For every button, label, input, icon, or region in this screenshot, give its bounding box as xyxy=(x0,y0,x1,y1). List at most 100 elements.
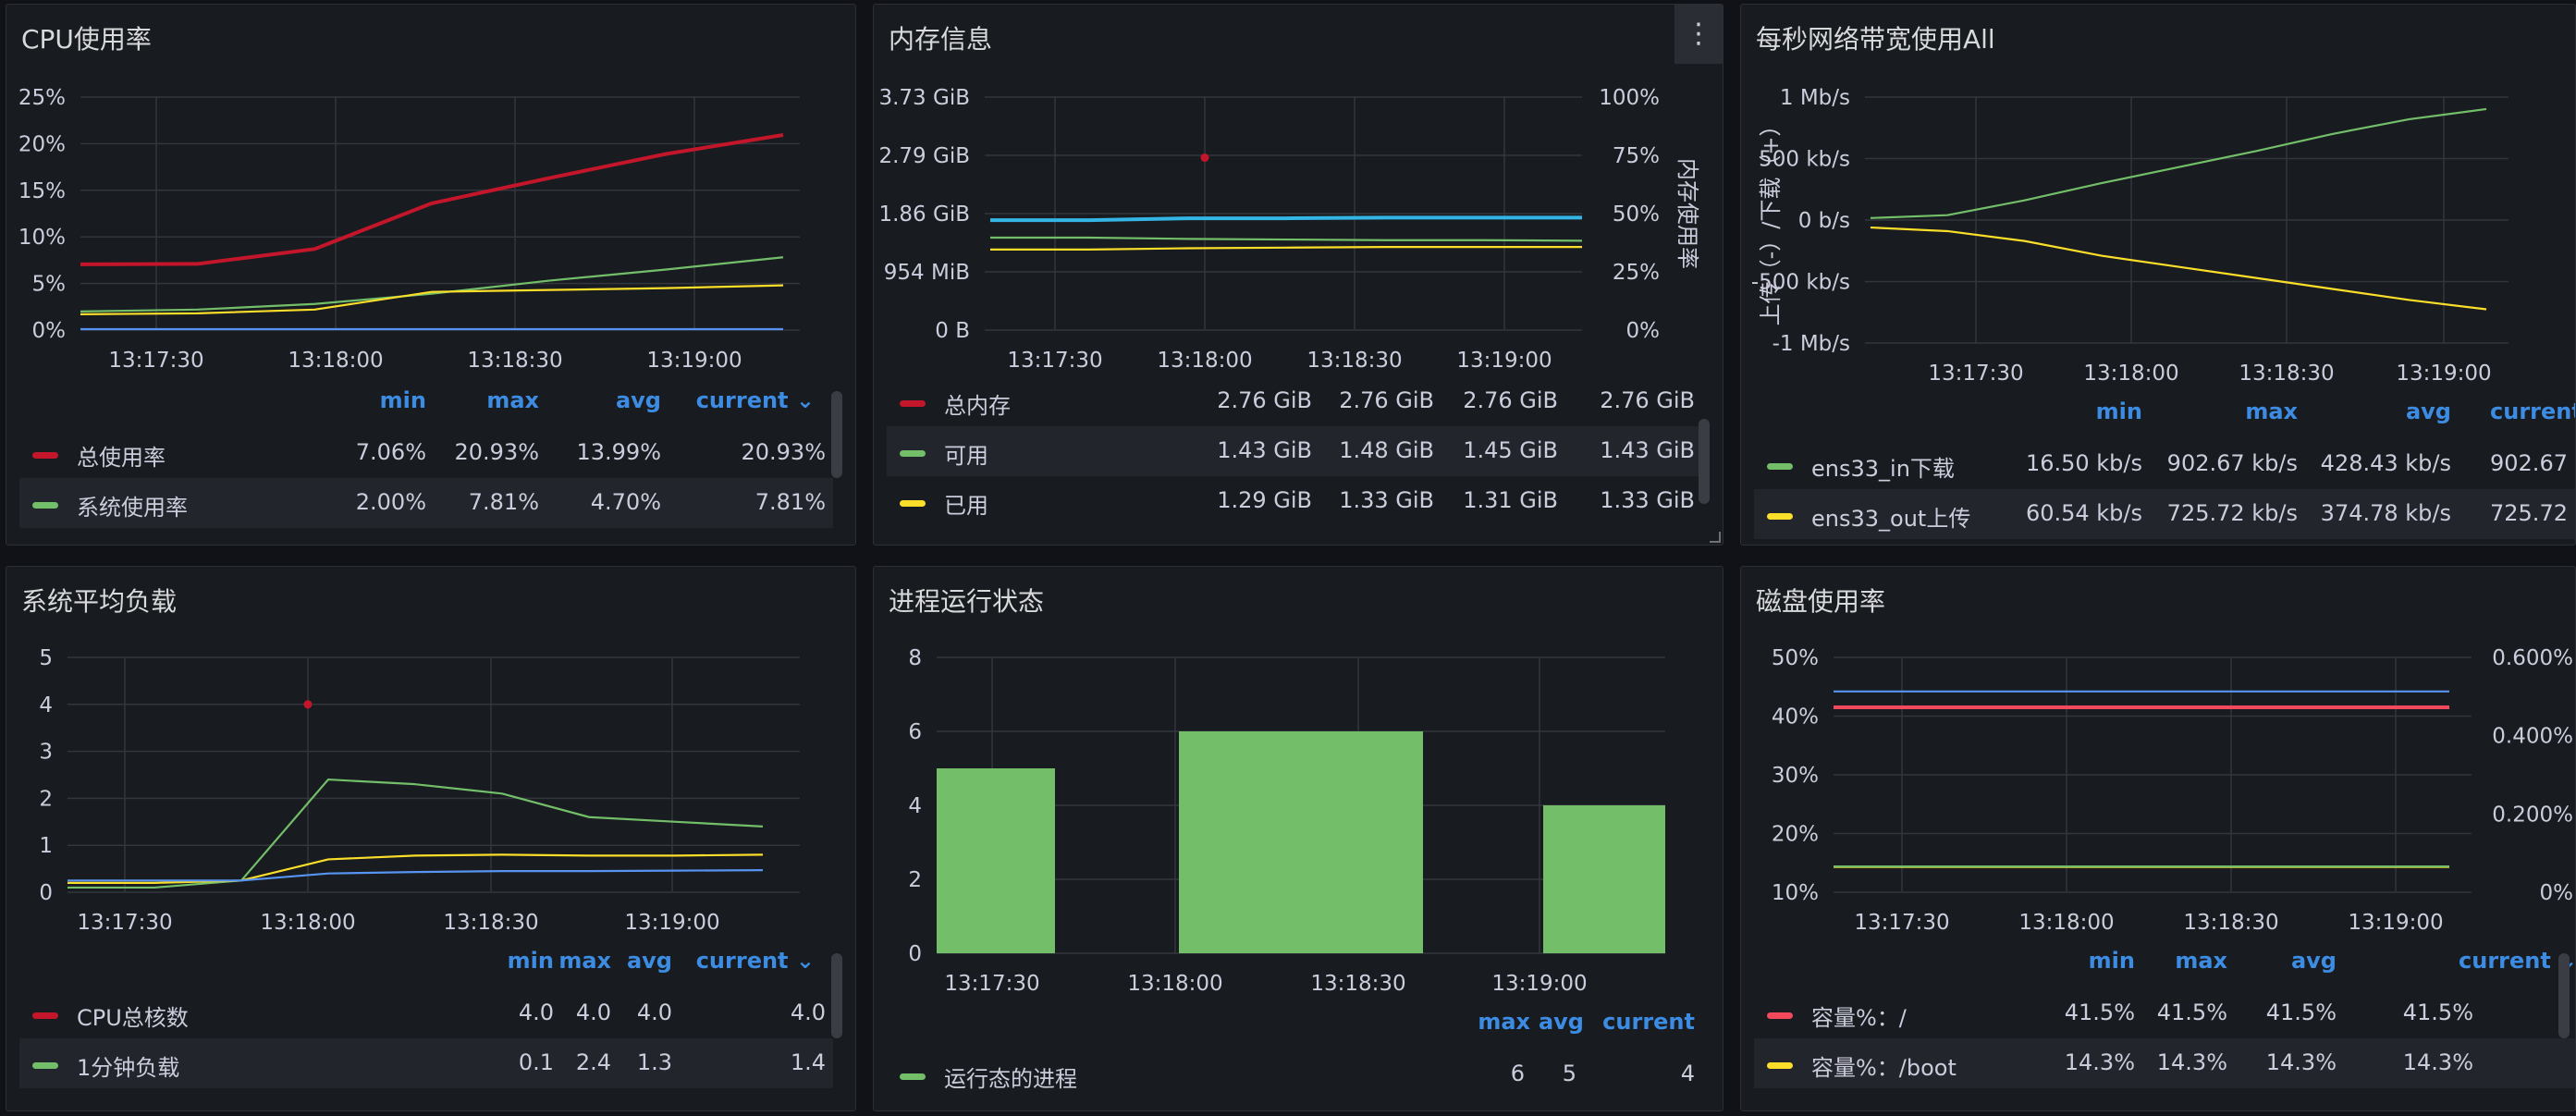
value-avg: 1.45 GiB xyxy=(1463,437,1558,463)
network-legend: min max avg current ⌄ ens33_in下载 16.50 k… xyxy=(1754,389,2575,539)
panel-process-state: 进程运行状态 0 2 4 6 8 13:17:30 13:18:00 13:18:30 13:1… xyxy=(873,566,1723,1111)
y2-tick-label: 0.200% xyxy=(2492,803,2573,827)
legend-header-min[interactable]: min xyxy=(379,387,426,413)
value-max: 7.81% xyxy=(468,489,539,515)
value-max: 14.3% xyxy=(2156,1049,2227,1075)
series-swatch xyxy=(1767,1012,1793,1019)
panel-menu-button[interactable]: ⋮ xyxy=(1674,5,1723,64)
x-tick-label: 13:19:00 xyxy=(1456,349,1552,373)
legend-header: min max avg current ⌄ xyxy=(19,938,833,988)
y-tick-label: 500 kb/s xyxy=(1759,148,1850,172)
x-tick-label: 13:17:30 xyxy=(1007,349,1102,373)
y-tick-label: 4 xyxy=(39,693,53,717)
x-tick-label: 13:18:30 xyxy=(1310,972,1405,996)
legend-header: max avg current xyxy=(887,999,1700,1049)
y-tick-label: 2 xyxy=(908,868,922,892)
legend-header-current[interactable]: current xyxy=(1602,1009,1695,1035)
more-vertical-icon: ⋮ xyxy=(1685,18,1712,50)
system-load-chart[interactable]: 0 1 2 3 4 5 13:17:30 13:18:00 13:18:30 13:19:00 xyxy=(6,567,856,937)
legend-header-max[interactable]: max xyxy=(2175,948,2227,974)
legend-row[interactable]: 运行态的进程 6 5 4 xyxy=(887,1049,1700,1099)
value-current: 1.4 xyxy=(790,1049,826,1075)
value-max: 6 xyxy=(1510,1061,1525,1086)
legend-row[interactable]: 可用 1.43 GiB 1.48 GiB 1.45 GiB 1.43 GiB xyxy=(887,426,1700,476)
legend-header-current[interactable]: current ⌄ xyxy=(696,387,815,413)
y-tick-label: 1.86 GiB xyxy=(878,202,970,227)
legend-header-avg[interactable]: avg xyxy=(2405,399,2451,424)
legend-row[interactable]: 已用 1.29 GiB 1.33 GiB 1.31 GiB 1.33 GiB xyxy=(887,476,1700,526)
legend-header-max[interactable]: max xyxy=(2245,399,2298,424)
legend-row[interactable]: 容量%：/ 41.5% 41.5% 41.5% 41.5% xyxy=(1754,988,2575,1038)
y-tick-label: 15% xyxy=(18,179,66,203)
legend-row[interactable]: 系统使用率 2.00% 7.81% 4.70% 7.81% xyxy=(19,478,833,528)
series-line xyxy=(990,236,1583,242)
bar xyxy=(1543,805,1665,953)
legend-row[interactable]: 容量%：/boot 14.3% 14.3% 14.3% 14.3% xyxy=(1754,1038,2575,1088)
legend-row[interactable]: 总内存 2.76 GiB 2.76 GiB 2.76 GiB 2.76 GiB xyxy=(887,376,1700,426)
legend-header-min[interactable]: min xyxy=(2095,399,2142,424)
legend-header-current[interactable]: current ⌄ xyxy=(2490,399,2575,424)
series-name: 系统使用率 xyxy=(77,495,188,521)
legend-header-avg[interactable]: avg xyxy=(615,387,661,413)
value-min: 60.54 kb/s xyxy=(2025,500,2142,526)
y-tick-label: 1 Mb/s xyxy=(1780,86,1850,110)
network-chart[interactable]: -1 Mb/s -500 kb/s 0 b/s 500 kb/s 1 Mb/s 上传（-）… xyxy=(1741,5,2576,393)
legend-header-current[interactable]: current ⌄ xyxy=(696,948,815,974)
y-tick-label: 0 b/s xyxy=(1798,209,1850,233)
value-min: 2.00% xyxy=(355,489,426,515)
legend-scrollbar[interactable] xyxy=(831,953,842,1038)
legend-header-current-label: current xyxy=(695,387,789,413)
legend-header-max[interactable]: max xyxy=(486,387,539,413)
panel-cpu-usage: CPU使用率 0% 5% 10% 15% 20% 25% 13:17:30 13:18:00 1… xyxy=(6,4,856,546)
legend-header-avg[interactable]: avg xyxy=(2290,948,2337,974)
legend-row[interactable]: 总使用率 7.06% 20.93% 13.99% 20.93% xyxy=(19,428,833,478)
x-tick-label: 13:18:00 xyxy=(2018,911,2114,935)
legend-scrollbar[interactable] xyxy=(1699,419,1710,504)
value-min: 4.0 xyxy=(518,999,554,1025)
legend-header-avg[interactable]: avg xyxy=(1538,1009,1584,1035)
x-tick-label: 13:18:30 xyxy=(443,911,538,935)
series-line xyxy=(80,284,784,315)
x-tick-label: 13:18:30 xyxy=(467,349,562,373)
cpu-usage-chart[interactable]: 0% 5% 10% 15% 20% 25% 13:17:30 13:18:00 13:18:30… xyxy=(6,5,856,374)
y-tick-label: 20% xyxy=(18,132,66,156)
memory-chart[interactable]: 0 B 954 MiB 1.86 GiB 2.79 GiB 3.73 GiB 0% 25% 5… xyxy=(874,5,1723,374)
x-tick-label: 13:17:30 xyxy=(1928,362,2023,386)
y-tick-label: 8 xyxy=(908,646,922,670)
process-state-chart[interactable]: 0 2 4 6 8 13:17:30 13:18:00 13:18:30 13:19:00 xyxy=(874,567,1723,1001)
series-line xyxy=(80,256,784,313)
value-max: 2.76 GiB xyxy=(1339,387,1434,413)
legend-row[interactable]: ens33_out上传 60.54 kb/s 725.72 kb/s 374.7… xyxy=(1754,489,2575,539)
x-tick-label: 13:18:00 xyxy=(2083,362,2178,386)
y2-tick-label: 75% xyxy=(1613,144,1660,168)
y2-tick-label: 100% xyxy=(1599,86,1660,110)
legend-scrollbar[interactable] xyxy=(831,391,842,478)
value-min: 14.3% xyxy=(2064,1049,2135,1075)
value-max: 725.72 kb/s xyxy=(2166,500,2298,526)
legend-header-avg[interactable]: avg xyxy=(626,948,672,974)
x-tick-label: 13:18:00 xyxy=(1127,972,1222,996)
legend-row[interactable]: CPU总核数 4.0 4.0 4.0 4.0 xyxy=(19,988,833,1038)
resize-handle-icon[interactable] xyxy=(1710,532,1721,543)
legend-header-current-label: current xyxy=(2459,948,2551,974)
legend-row[interactable]: ens33_in下载 16.50 kb/s 902.67 kb/s 428.43… xyxy=(1754,439,2575,489)
y-tick-label: 25% xyxy=(18,86,66,110)
legend-header-max[interactable]: max xyxy=(1478,1009,1530,1035)
y2-tick-label: 50% xyxy=(1613,202,1660,227)
series-swatch xyxy=(32,1012,58,1019)
value-avg: 374.78 kb/s xyxy=(2320,500,2451,526)
y2-tick-label: 25% xyxy=(1613,261,1660,285)
legend-row[interactable]: 1分钟负载 0.1 2.4 1.3 1.4 xyxy=(19,1038,833,1088)
value-current: 41.5% xyxy=(2402,999,2473,1025)
value-current: 7.81% xyxy=(754,489,826,515)
legend-header-min[interactable]: min xyxy=(2088,948,2135,974)
legend-header-min[interactable]: min xyxy=(507,948,554,974)
disk-usage-chart[interactable]: 10% 20% 30% 40% 50% 0% 0.200% 0.400% 0.600% 13:17… xyxy=(1741,567,2576,937)
y-tick-label: 30% xyxy=(1772,764,1819,788)
y-tick-label: -500 kb/s xyxy=(1751,271,1850,295)
y2-tick-label: 0.600% xyxy=(2492,646,2573,670)
panel-disk-usage: 磁盘使用率 10% 20% 30% 40% 50% 0% 0.200% 0.400% 0.600… xyxy=(1740,566,2576,1111)
value-current: 2.76 GiB xyxy=(1600,387,1695,413)
legend-scrollbar[interactable] xyxy=(2558,953,2570,1038)
legend-header-max[interactable]: max xyxy=(558,948,611,974)
